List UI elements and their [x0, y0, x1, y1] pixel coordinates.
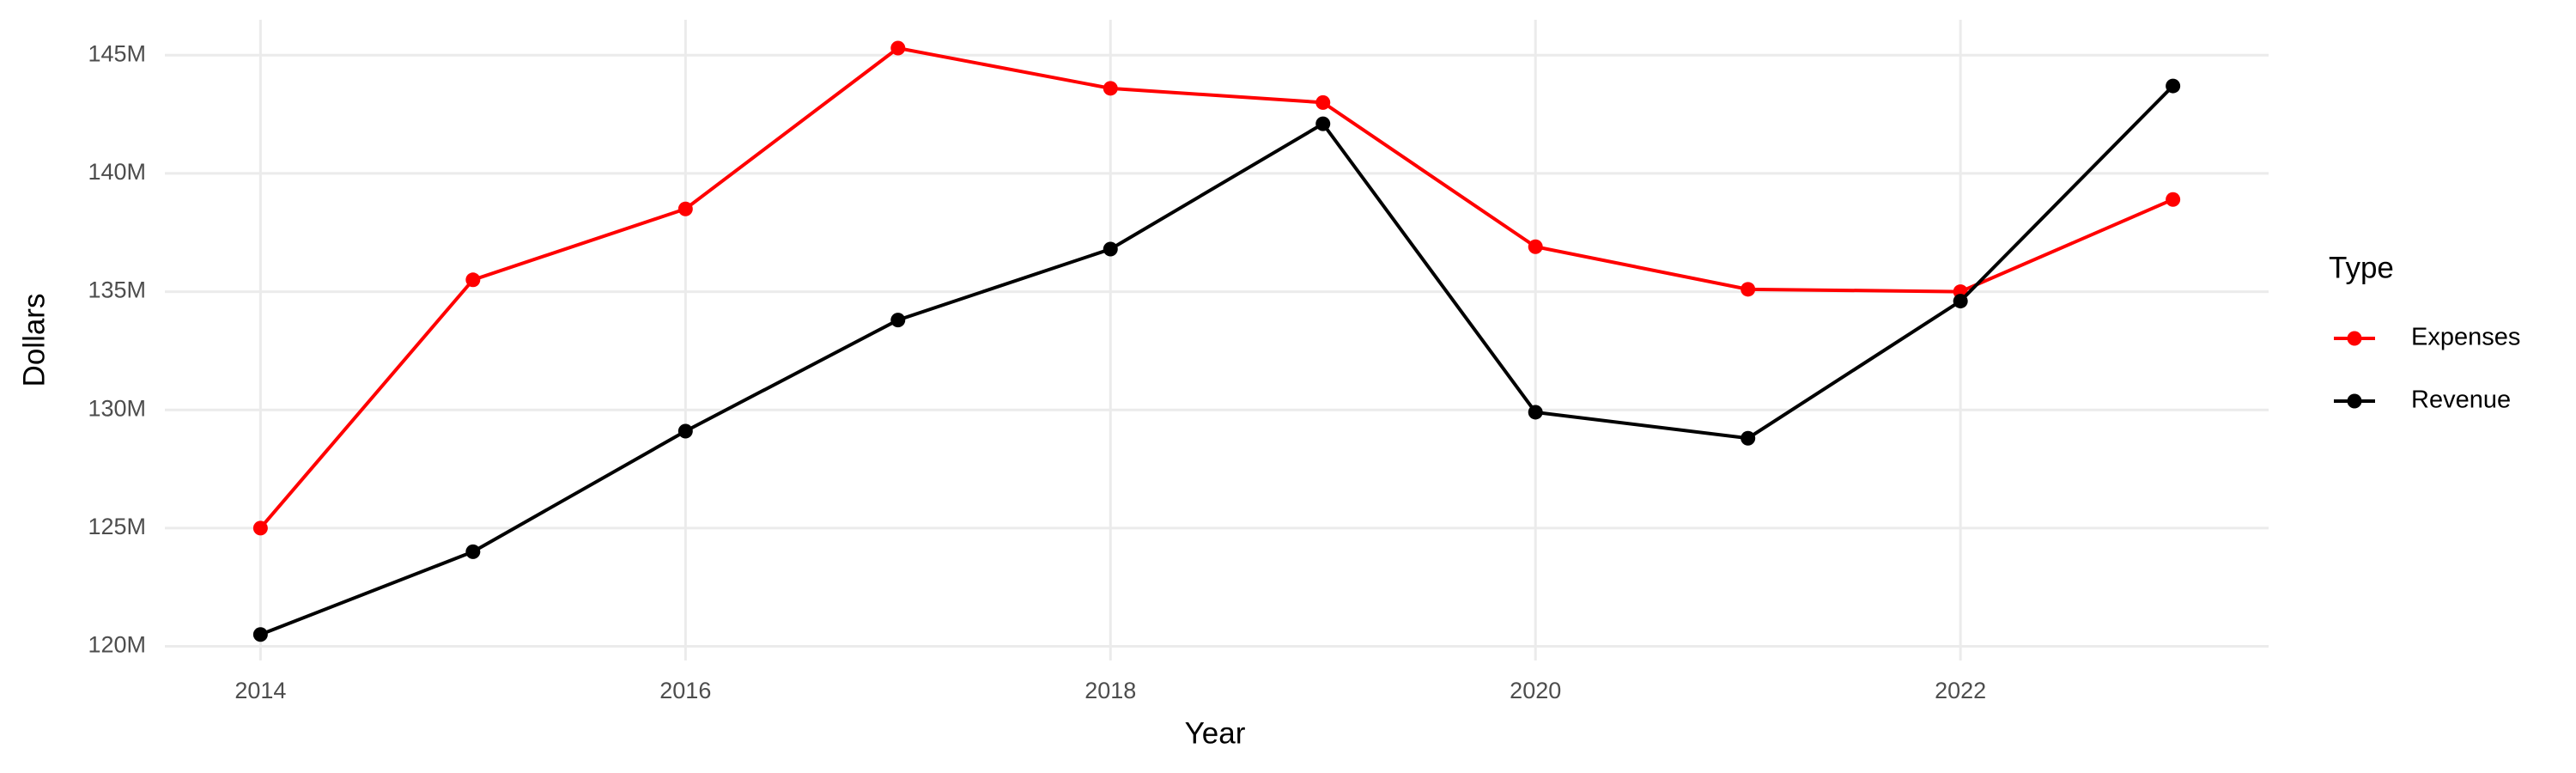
legend-key-point	[2347, 331, 2362, 346]
series-line	[258, 46, 2174, 530]
data-point	[1528, 239, 1543, 254]
y-tick-label: 125M	[88, 514, 146, 539]
x-tick-label: 2018	[1084, 678, 1136, 703]
legend-label: Expenses	[2411, 324, 2520, 351]
y-tick-label: 120M	[88, 632, 146, 658]
data-point	[465, 272, 481, 288]
data-point	[2166, 78, 2181, 94]
data-point	[890, 40, 906, 56]
data-point	[1315, 94, 1331, 110]
data-point	[1528, 405, 1543, 420]
y-axis-title: Dollars	[17, 294, 51, 387]
data-point	[1741, 430, 1756, 446]
data-point	[890, 313, 906, 328]
grid	[165, 20, 2269, 660]
data-point	[1741, 282, 1756, 297]
x-tick-label: 2022	[1935, 678, 1986, 703]
series-line	[259, 84, 2175, 636]
x-tick-label: 2014	[234, 678, 286, 703]
legend-title: Type	[2329, 251, 2394, 284]
legend-key-point	[2347, 393, 2362, 409]
data-point	[2166, 192, 2181, 207]
data-point	[1103, 241, 1118, 257]
y-tick-label: 130M	[88, 395, 146, 421]
data-point	[252, 520, 268, 536]
y-tick-label: 145M	[88, 40, 146, 66]
data-point	[1103, 81, 1118, 96]
data-point	[677, 201, 693, 216]
x-tick-label: 2020	[1510, 678, 1561, 703]
data-point	[252, 627, 268, 642]
data-point	[1953, 294, 1968, 309]
x-tick-label: 2016	[659, 678, 711, 703]
y-tick-label: 135M	[88, 277, 146, 303]
data-point	[465, 544, 481, 559]
x-axis-title: Year	[1185, 716, 1246, 750]
data-point	[1315, 116, 1331, 131]
legend-label: Revenue	[2411, 386, 2511, 414]
data-point	[677, 423, 693, 439]
y-tick-label: 140M	[88, 159, 146, 185]
